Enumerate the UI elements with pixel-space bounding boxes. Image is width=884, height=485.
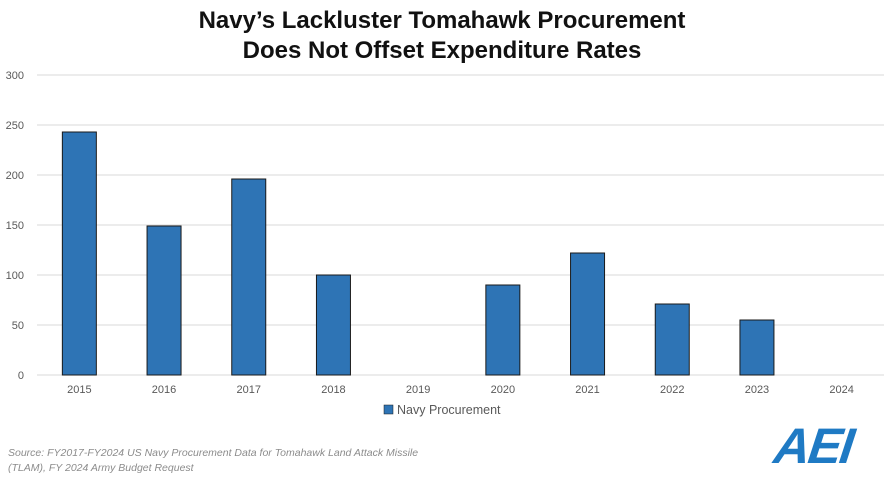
x-tick-label: 2018 [321, 384, 345, 396]
x-tick-label: 2015 [67, 384, 91, 396]
aei-logo-text: AEI [768, 418, 862, 470]
bar [485, 284, 521, 376]
x-tick-label: 2022 [660, 384, 684, 396]
x-tick-label: 2019 [406, 384, 430, 396]
source-line-1: Source: FY2017-FY2024 US Navy Procuremen… [8, 447, 419, 459]
legend-label: Navy Procurement [397, 403, 501, 417]
bar [654, 303, 690, 376]
y-tick-label: 250 [6, 120, 24, 132]
x-tick-label: 2020 [491, 384, 515, 396]
y-tick-label: 100 [6, 270, 24, 282]
bar [61, 131, 97, 376]
x-tick-label: 2017 [237, 384, 261, 396]
title-line-2: Does Not Offset Expenditure Rates [242, 37, 642, 64]
bar [315, 274, 351, 376]
y-tick-label: 0 [18, 370, 24, 382]
y-tick-label: 150 [6, 220, 24, 232]
bar [570, 252, 606, 376]
bar [146, 225, 182, 376]
aei-logo: AEI [768, 418, 862, 470]
bar [739, 319, 775, 376]
source-note: Source: FY2017-FY2024 US Navy Procuremen… [8, 446, 468, 476]
x-tick-label: 2023 [745, 384, 769, 396]
legend-swatch [383, 404, 394, 415]
y-tick-label: 200 [6, 170, 24, 182]
x-tick-label: 2016 [152, 384, 176, 396]
y-tick-label: 300 [6, 70, 24, 82]
chart-title: Navy’s Lackluster Tomahawk Procurement D… [0, 6, 884, 66]
x-tick-label: 2021 [575, 384, 599, 396]
title-line-1: Navy’s Lackluster Tomahawk Procurement [198, 7, 686, 34]
x-tick-label: 2024 [829, 384, 853, 396]
source-line-2: (TLAM), FY 2024 Army Budget Request [8, 462, 194, 474]
y-tick-label: 50 [12, 320, 24, 332]
bar [231, 178, 267, 376]
